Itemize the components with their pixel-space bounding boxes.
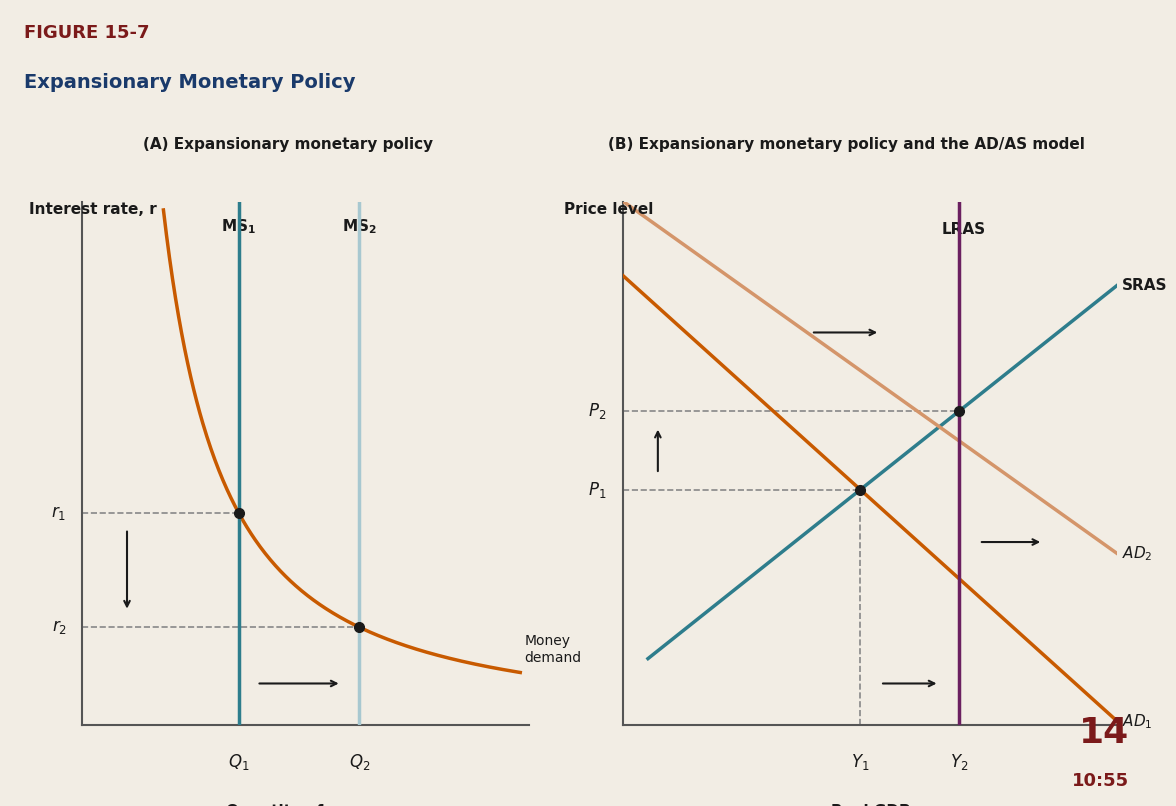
Text: Quantity of money: Quantity of money [226,804,386,806]
Text: Interest rate, r: Interest rate, r [28,202,156,217]
Text: $Y_1$: $Y_1$ [851,751,869,771]
Text: Price level: Price level [564,202,654,217]
Text: 10:55: 10:55 [1071,772,1129,790]
Text: Real GDP: Real GDP [830,804,910,806]
Text: $P_2$: $P_2$ [588,401,606,421]
Text: Money
demand: Money demand [524,634,582,665]
Text: $P_1$: $P_1$ [588,480,606,500]
Text: 14: 14 [1078,716,1129,750]
Text: FIGURE 15-7: FIGURE 15-7 [24,24,149,42]
Text: $AD_1$: $AD_1$ [1122,712,1152,730]
Text: $Q_1$: $Q_1$ [228,751,249,771]
Text: $Y_2$: $Y_2$ [950,751,968,771]
Text: (B) Expansionary monetary policy and the AD/AS model: (B) Expansionary monetary policy and the… [608,137,1085,152]
Text: Expansionary Monetary Policy: Expansionary Monetary Policy [24,73,355,92]
Text: $AD_2$: $AD_2$ [1122,544,1152,563]
Text: $\mathbf{MS_2}$: $\mathbf{MS_2}$ [342,217,376,236]
Text: LRAS: LRAS [942,222,987,238]
Text: $\mathbf{MS_1}$: $\mathbf{MS_1}$ [221,217,256,236]
Text: (A) Expansionary monetary policy: (A) Expansionary monetary policy [143,137,433,152]
Text: SRAS: SRAS [1122,278,1168,293]
Text: $r_1$: $r_1$ [52,504,67,522]
Text: $Q_2$: $Q_2$ [349,751,370,771]
Text: $r_2$: $r_2$ [52,618,67,636]
